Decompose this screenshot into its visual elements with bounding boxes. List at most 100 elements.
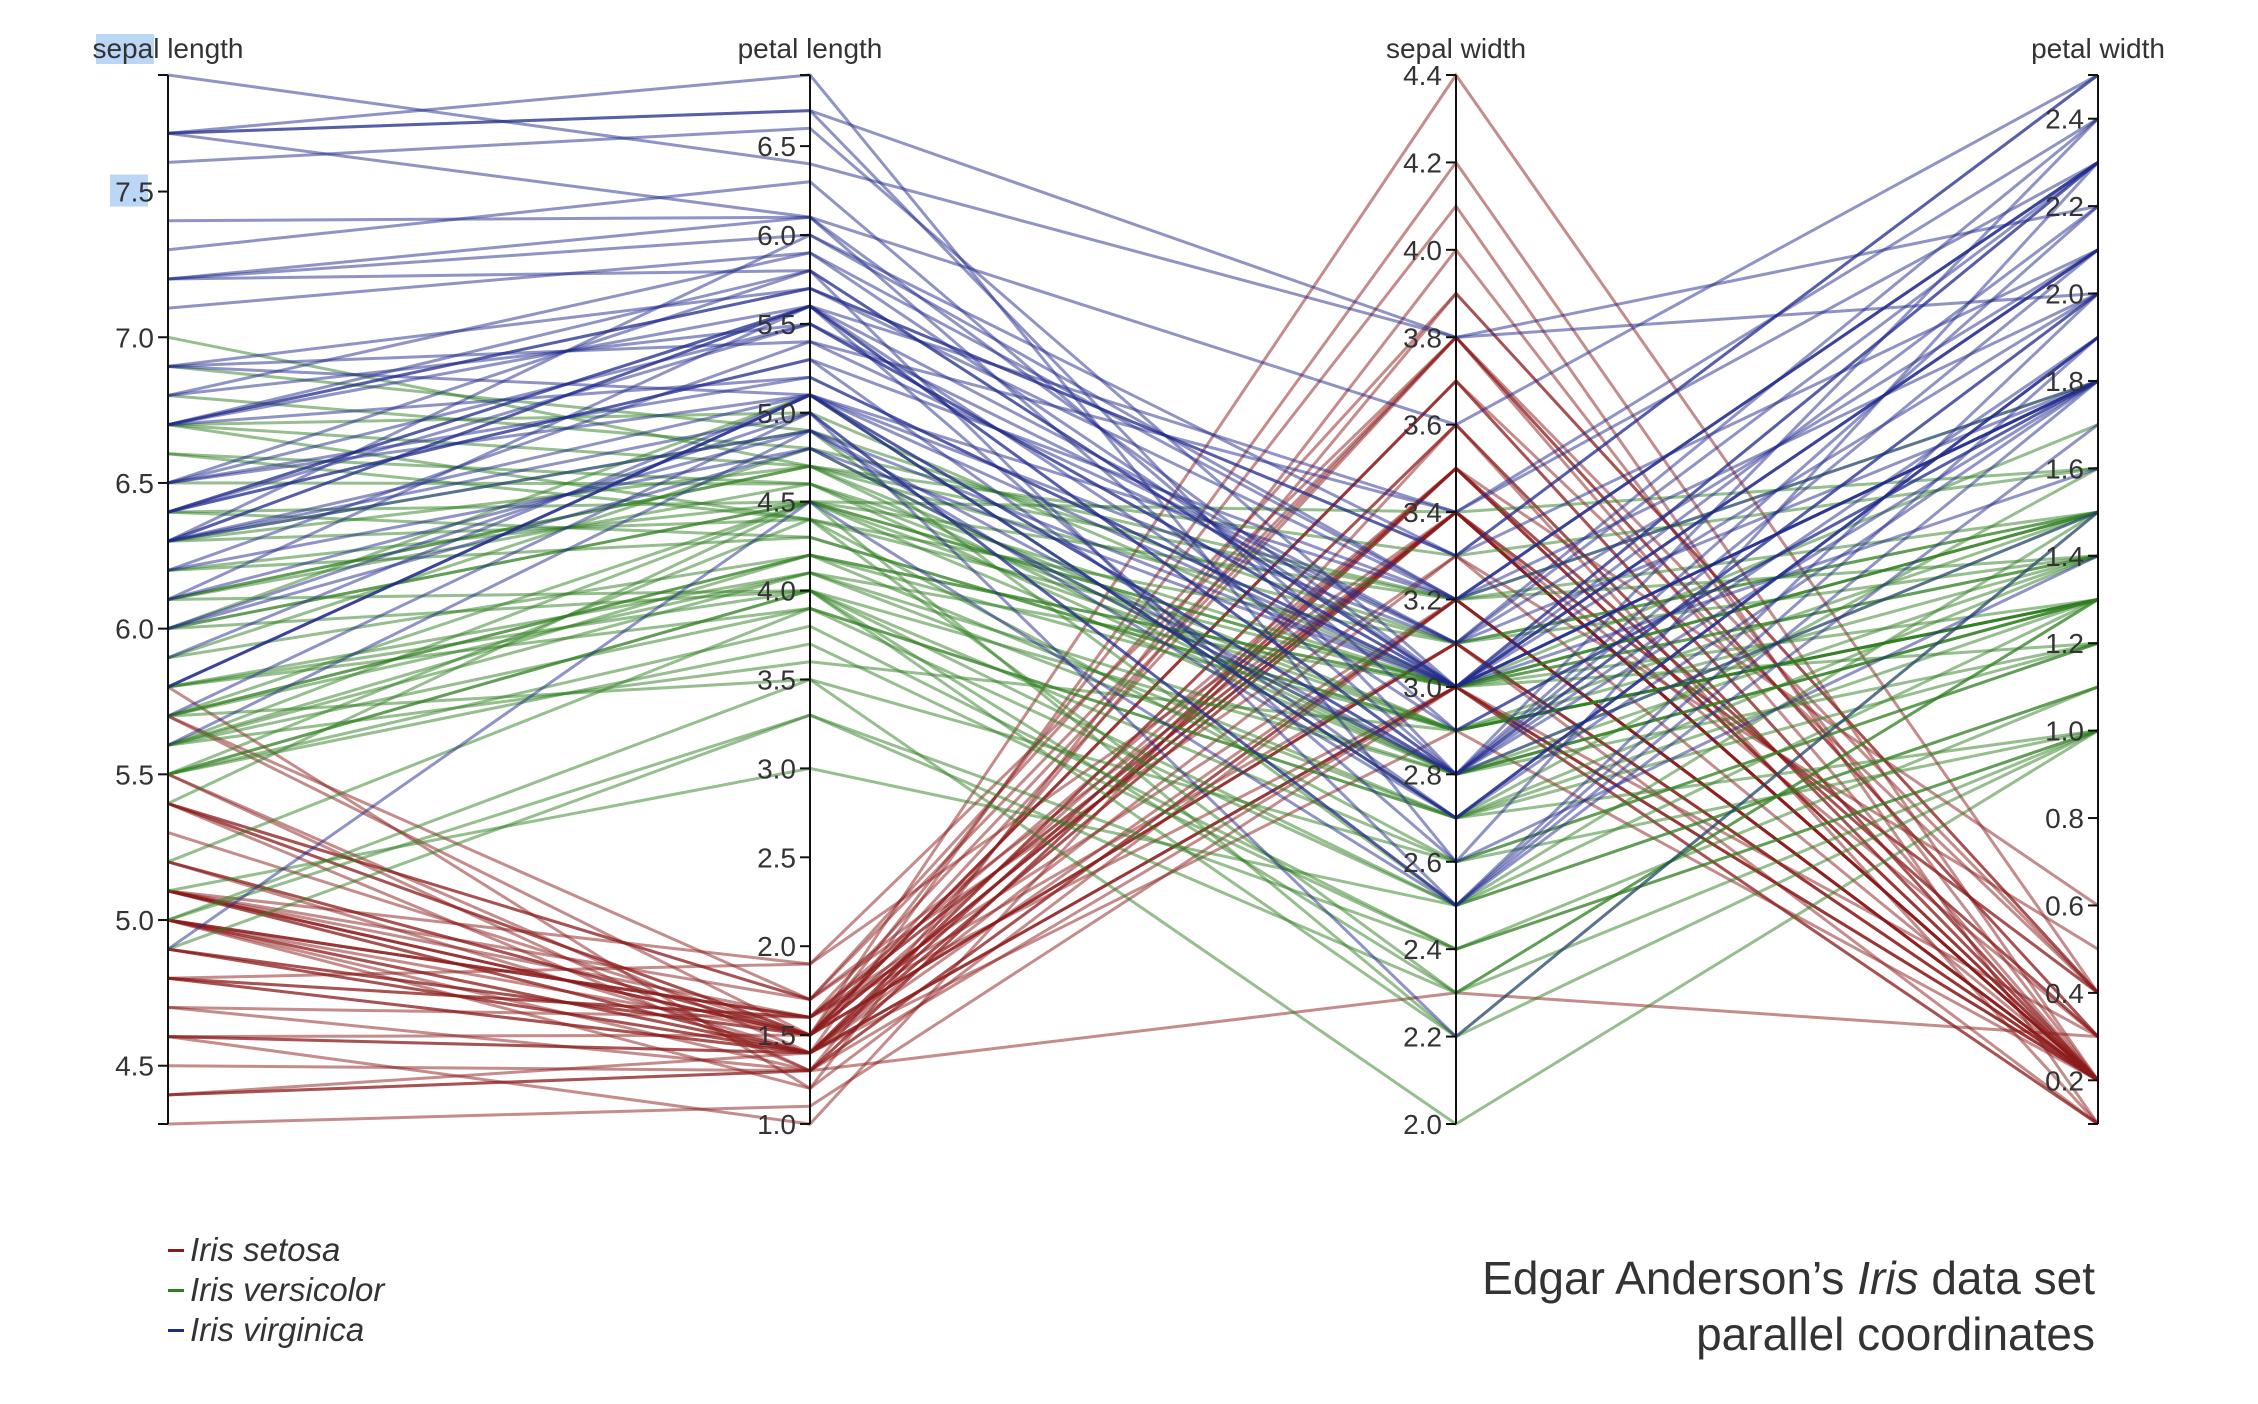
data-line — [167, 991, 2099, 1073]
tick-label: 4.0 — [1403, 235, 1442, 266]
data-line — [167, 379, 2099, 689]
data-line — [167, 73, 2099, 558]
data-line — [167, 304, 2099, 864]
data-line — [167, 248, 2099, 645]
data-line — [167, 292, 2099, 689]
axis-sepal-length: 4.5 5.0 5.5 6.0 6.5 7.0 7.5 sepal length — [92, 33, 244, 1125]
tick-label: 3.4 — [1403, 497, 1442, 528]
text-selection-highlight — [110, 174, 148, 207]
data-line — [167, 161, 2099, 572]
tick-label: 2.4 — [1403, 934, 1442, 965]
tick-label: 2.2 — [2045, 191, 2084, 222]
axis-title: sepal length — [92, 33, 243, 64]
tick-label: 2.5 — [757, 842, 796, 873]
tick-label: 2.0 — [2045, 279, 2084, 310]
axis-title: petal length — [738, 33, 883, 64]
tick-label: 5.0 — [757, 398, 796, 429]
tick-label: 3.6 — [1403, 410, 1442, 441]
legend-label-virginica: Iris virginica — [190, 1311, 365, 1348]
axis-title: sepal width — [1386, 33, 1526, 64]
data-line — [167, 322, 2099, 645]
tick-label: 0.4 — [2045, 978, 2084, 1009]
tick-label: 6.5 — [115, 468, 154, 499]
tick-label: 7.5 — [115, 177, 154, 208]
tick-label: 3.5 — [757, 665, 796, 696]
data-line — [167, 411, 2099, 1039]
tick-label: 4.0 — [757, 576, 796, 607]
tick-label: 3.0 — [757, 753, 796, 784]
tick-label: 2.4 — [2045, 104, 2084, 135]
data-line — [167, 713, 2099, 995]
tick-label: 1.2 — [2045, 628, 2084, 659]
tick-label: 2.0 — [757, 931, 796, 962]
tick-label: 3.2 — [1403, 585, 1442, 616]
tick-label: 2.6 — [1403, 847, 1442, 878]
tick-label: 1.0 — [757, 1109, 796, 1140]
parallel-coordinates-chart: 4.5 5.0 5.5 6.0 6.5 7.0 7.5 sepal length 1.0 1.5 2… — [92, 33, 2165, 1140]
legend-item-versicolor: Iris versicolor — [168, 1270, 384, 1310]
tick-label: 0.6 — [2045, 890, 2084, 921]
tick-label: 4.2 — [1403, 147, 1442, 178]
axis-petal-width: 0.2 0.4 0.6 0.8 1.0 1.2 1.4 1.6 1.8 2.0 2.2 2.4 peta… — [2031, 33, 2165, 1125]
data-line — [167, 589, 2099, 1039]
data-line — [167, 336, 2099, 908]
data-line — [167, 379, 2099, 820]
legend-label-setosa: Iris setosa — [190, 1231, 341, 1268]
data-line — [167, 336, 2099, 820]
tick-label: 4.5 — [757, 487, 796, 518]
data-line — [167, 571, 2099, 776]
tick-label: 1.4 — [2045, 541, 2084, 572]
tick-label: 1.0 — [2045, 716, 2084, 747]
legend: Iris setosa Iris versicolor Iris virgini… — [168, 1230, 384, 1350]
series-lines — [167, 72, 2100, 1126]
caption-line-2: parallel coordinates — [1696, 1308, 2095, 1360]
legend-item-setosa: Iris setosa — [168, 1230, 384, 1270]
tick-label: 2.0 — [1403, 1109, 1442, 1140]
data-line — [167, 109, 2099, 339]
tick-label: 2.2 — [1403, 1022, 1442, 1053]
data-line — [167, 642, 2099, 951]
series-iris-virginica — [167, 73, 2100, 1039]
tick-label: 6.0 — [757, 220, 796, 251]
caption-suffix: data set — [1918, 1252, 2095, 1304]
data-line — [167, 215, 2099, 777]
tick-label: 4.5 — [115, 1051, 154, 1082]
data-line — [167, 233, 2099, 602]
tick-label: 1.5 — [757, 1020, 796, 1051]
data-line — [167, 624, 2099, 951]
tick-label: 6.0 — [115, 614, 154, 645]
tick-label: 1.6 — [2045, 453, 2084, 484]
caption-prefix: Edgar Anderson’s — [1482, 1252, 1858, 1304]
legend-swatch-virginica — [168, 1328, 184, 1332]
data-line — [167, 685, 2099, 908]
tick-label: 0.2 — [2045, 1065, 2084, 1096]
tick-label: 5.0 — [115, 905, 154, 936]
legend-swatch-versicolor — [168, 1288, 184, 1292]
text-selection-highlight — [96, 34, 154, 64]
caption-italic: Iris — [1857, 1252, 1919, 1304]
data-line — [167, 161, 2099, 645]
tick-label: 3.0 — [1403, 672, 1442, 703]
tick-label: 5.5 — [757, 309, 796, 340]
tick-label: 6.5 — [757, 131, 796, 162]
legend-label-versicolor: Iris versicolor — [190, 1271, 385, 1308]
data-line — [167, 73, 2099, 427]
axis-sepal-width: 2.0 2.2 2.4 2.6 2.8 3.0 3.2 3.4 3.6 3.8 4.0 4.2 4.4s… — [1386, 33, 1526, 1140]
axis-petal-length: 1.0 1.5 2.0 2.5 3.0 3.5 4.0 4.5 5.0 5.5 6.0 6.5 peta… — [738, 33, 883, 1140]
legend-swatch-setosa — [168, 1248, 184, 1252]
data-line — [167, 423, 2099, 951]
tick-label: 5.5 — [115, 759, 154, 790]
tick-label: 0.8 — [2045, 803, 2084, 834]
tick-label: 1.8 — [2045, 366, 2084, 397]
data-line — [167, 677, 2099, 1126]
axis-title: petal width — [2031, 33, 2165, 64]
legend-item-virginica: Iris virginica — [168, 1310, 384, 1350]
tick-label: 3.8 — [1403, 322, 1442, 353]
data-line — [167, 73, 2099, 339]
data-line — [167, 685, 2099, 1126]
chart-caption: Edgar Anderson’s Iris data set parallel … — [1482, 1250, 2095, 1362]
tick-label: 4.4 — [1403, 60, 1442, 91]
caption-line-1: Edgar Anderson’s Iris data set — [1482, 1250, 2095, 1306]
tick-label: 7.0 — [115, 322, 154, 353]
